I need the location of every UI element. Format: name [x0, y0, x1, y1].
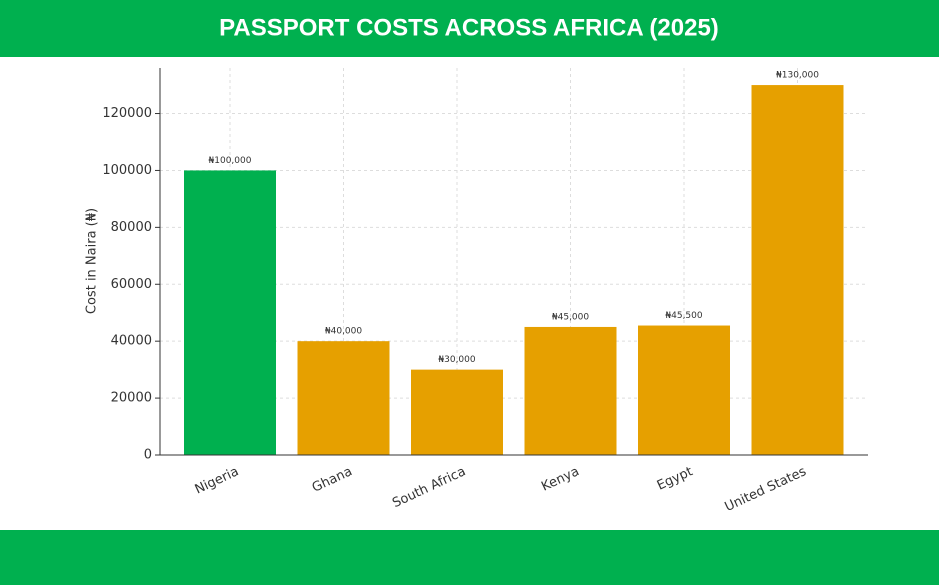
bar: [297, 341, 390, 455]
header-band: [0, 0, 939, 57]
y-tick-label: 20000: [111, 391, 152, 406]
y-tick-label: 60000: [111, 277, 152, 292]
x-tick-label: Nigeria: [193, 464, 241, 497]
x-tick-label: Kenya: [539, 464, 581, 494]
x-tick-label: United States: [723, 464, 809, 515]
value-label: ₦130,000: [776, 71, 819, 81]
x-tick-label: South Africa: [390, 464, 468, 511]
value-label: ₦45,000: [552, 312, 589, 322]
footer-band: [0, 530, 939, 585]
x-tick-label: Egypt: [655, 464, 695, 493]
x-tick-label: Ghana: [310, 464, 355, 496]
bar: [184, 170, 276, 456]
y-tick-label: 80000: [111, 220, 152, 235]
value-label: ₦30,000: [438, 355, 475, 365]
bar: [411, 369, 503, 455]
value-label: ₦40,000: [325, 327, 362, 337]
y-tick-label: 120000: [102, 106, 152, 121]
chart-title: PASSPORT COSTS ACROSS AFRICA (2025): [219, 14, 719, 41]
y-tick-label: 40000: [111, 334, 152, 349]
y-tick-label: 100000: [102, 163, 152, 178]
value-label: ₦45,500: [665, 311, 702, 321]
bar: [524, 326, 617, 455]
bar: [638, 325, 730, 455]
bar: [751, 85, 844, 455]
y-axis-label: Cost in Naira (₦): [85, 208, 100, 314]
y-tick-label: 0: [144, 448, 152, 463]
value-label: ₦100,000: [209, 156, 252, 166]
